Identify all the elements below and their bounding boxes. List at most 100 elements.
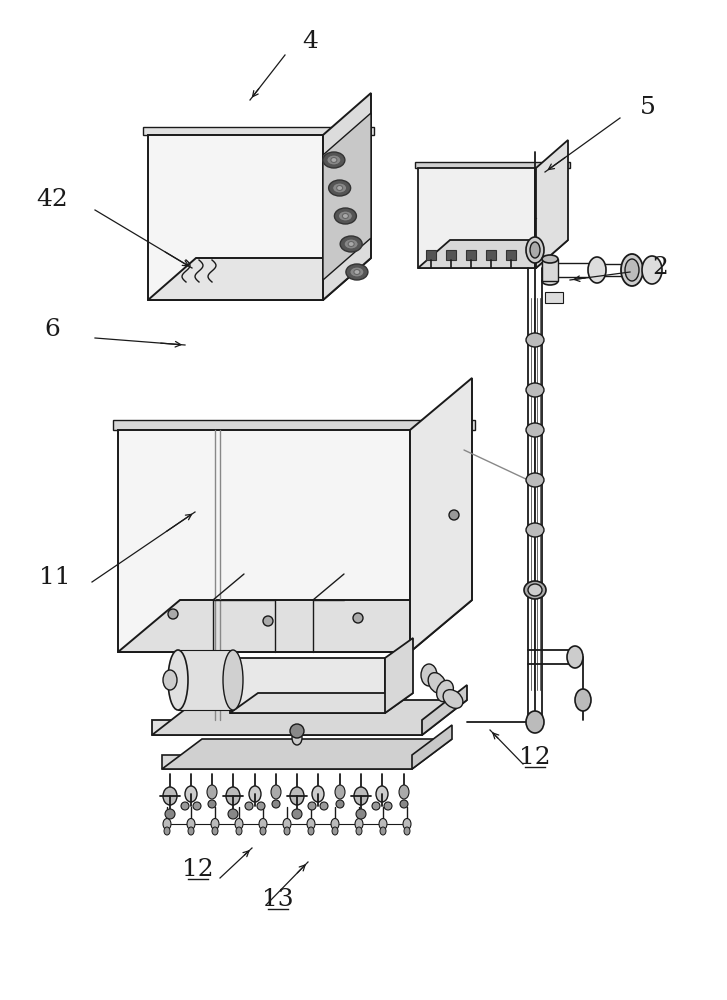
Polygon shape — [412, 725, 452, 769]
Text: 12: 12 — [519, 746, 551, 770]
Bar — [113, 420, 475, 430]
Text: 5: 5 — [640, 97, 656, 119]
Ellipse shape — [307, 818, 315, 830]
Circle shape — [272, 800, 280, 808]
Circle shape — [308, 802, 316, 810]
Circle shape — [336, 800, 344, 808]
Polygon shape — [323, 113, 371, 280]
Ellipse shape — [334, 208, 356, 224]
Bar — [178, 650, 233, 710]
Ellipse shape — [346, 264, 368, 280]
Ellipse shape — [211, 818, 219, 830]
Bar — [542, 259, 558, 281]
Bar — [446, 250, 456, 260]
Ellipse shape — [567, 646, 583, 668]
Polygon shape — [162, 755, 412, 769]
Ellipse shape — [379, 818, 387, 830]
Ellipse shape — [260, 827, 266, 835]
Ellipse shape — [187, 818, 195, 830]
Ellipse shape — [207, 785, 217, 799]
Ellipse shape — [528, 584, 542, 596]
Ellipse shape — [403, 818, 411, 830]
Polygon shape — [148, 135, 323, 300]
Text: 6: 6 — [44, 318, 60, 342]
Polygon shape — [118, 430, 410, 652]
Polygon shape — [418, 240, 568, 268]
Ellipse shape — [621, 254, 643, 286]
Circle shape — [181, 802, 189, 810]
Ellipse shape — [642, 256, 662, 284]
Ellipse shape — [312, 786, 324, 802]
Ellipse shape — [340, 236, 362, 252]
Ellipse shape — [354, 269, 360, 274]
Ellipse shape — [335, 785, 345, 799]
Ellipse shape — [404, 827, 410, 835]
Text: 4: 4 — [302, 30, 318, 53]
Circle shape — [208, 800, 216, 808]
Ellipse shape — [575, 689, 591, 711]
Ellipse shape — [226, 787, 240, 805]
Ellipse shape — [332, 827, 338, 835]
Ellipse shape — [428, 673, 446, 693]
Text: 12: 12 — [182, 858, 214, 882]
Bar — [143, 127, 374, 135]
Circle shape — [168, 609, 178, 619]
Polygon shape — [152, 700, 467, 735]
Bar — [415, 162, 570, 168]
Ellipse shape — [308, 827, 314, 835]
Text: 42: 42 — [36, 188, 68, 212]
Polygon shape — [230, 693, 413, 713]
Ellipse shape — [526, 523, 544, 537]
Circle shape — [449, 510, 459, 520]
Bar — [426, 250, 436, 260]
Polygon shape — [323, 93, 371, 300]
Ellipse shape — [338, 211, 353, 221]
Ellipse shape — [350, 267, 364, 277]
Ellipse shape — [542, 277, 558, 285]
Ellipse shape — [163, 787, 177, 805]
Ellipse shape — [236, 827, 242, 835]
Ellipse shape — [376, 786, 388, 802]
Ellipse shape — [235, 818, 243, 830]
Ellipse shape — [625, 259, 639, 281]
Ellipse shape — [168, 650, 188, 710]
Ellipse shape — [588, 257, 606, 283]
Circle shape — [400, 800, 408, 808]
Bar — [486, 250, 496, 260]
Polygon shape — [152, 720, 422, 735]
Circle shape — [353, 613, 363, 623]
Ellipse shape — [443, 690, 463, 708]
Circle shape — [228, 809, 238, 819]
Polygon shape — [410, 378, 472, 652]
Ellipse shape — [354, 787, 368, 805]
Circle shape — [193, 802, 201, 810]
Circle shape — [356, 809, 366, 819]
Ellipse shape — [323, 152, 345, 168]
Ellipse shape — [331, 818, 339, 830]
Circle shape — [245, 802, 253, 810]
Text: 2: 2 — [652, 256, 668, 279]
Circle shape — [165, 809, 175, 819]
Ellipse shape — [188, 827, 194, 835]
Ellipse shape — [271, 785, 281, 799]
Ellipse shape — [526, 711, 544, 733]
Ellipse shape — [259, 818, 267, 830]
Ellipse shape — [530, 242, 540, 258]
Ellipse shape — [329, 180, 350, 196]
Ellipse shape — [421, 664, 437, 686]
Text: 13: 13 — [262, 888, 294, 912]
Ellipse shape — [437, 680, 454, 702]
Ellipse shape — [290, 787, 304, 805]
Ellipse shape — [526, 423, 544, 437]
Polygon shape — [162, 739, 452, 769]
Ellipse shape — [380, 827, 386, 835]
Ellipse shape — [283, 818, 291, 830]
Ellipse shape — [526, 237, 544, 263]
Polygon shape — [230, 658, 385, 713]
Ellipse shape — [399, 785, 409, 799]
Ellipse shape — [284, 827, 290, 835]
Ellipse shape — [327, 155, 341, 165]
Ellipse shape — [348, 241, 354, 246]
Polygon shape — [118, 600, 472, 652]
Ellipse shape — [212, 827, 218, 835]
